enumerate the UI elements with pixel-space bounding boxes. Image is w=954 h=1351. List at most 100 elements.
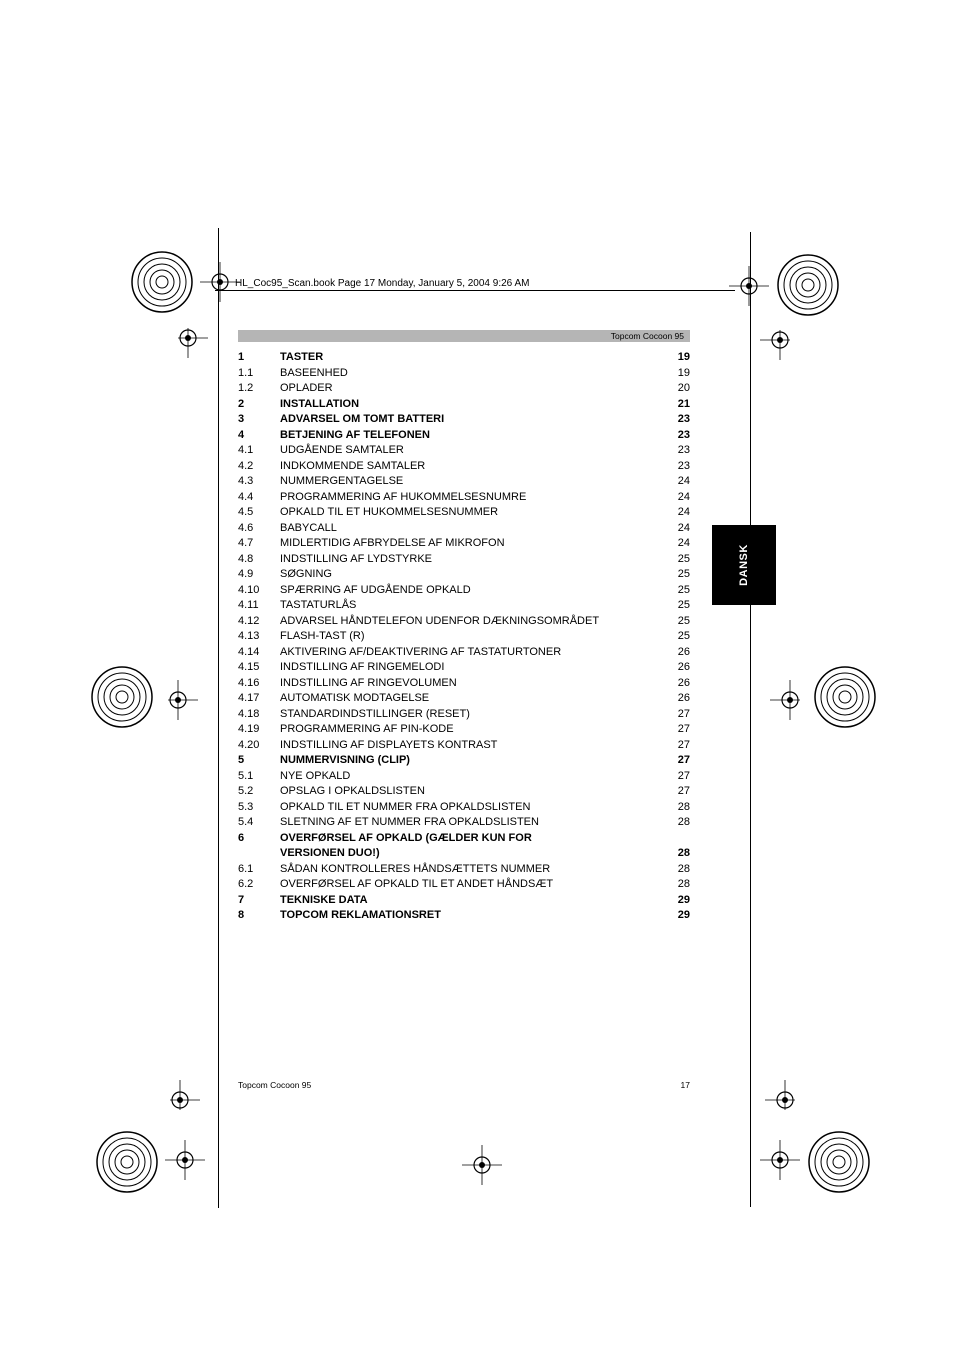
toc-page: 28: [660, 862, 690, 878]
toc-number: 4.19: [238, 722, 280, 738]
toc-number: 2: [238, 397, 280, 413]
toc-number: 5.3: [238, 800, 280, 816]
book-header: HL_Coc95_Scan.book Page 17 Monday, Janua…: [235, 278, 529, 289]
toc-row: 4.8INDSTILLING AF LYDSTYRKE25: [238, 552, 690, 568]
toc-row: 4.5OPKALD TIL ET HUKOMMELSESNUMMER24: [238, 505, 690, 521]
toc-row: 4.12ADVARSEL HÅNDTELEFON UDENFOR DÆKNING…: [238, 614, 690, 630]
toc-title: OVERFØRSEL AF OPKALD TIL ET ANDET HÅNDSÆ…: [280, 877, 660, 893]
toc-title: BABYCALL: [280, 521, 660, 537]
crop-mark: [168, 318, 208, 358]
toc-page: 26: [660, 660, 690, 676]
crop-mark: [765, 1080, 805, 1120]
toc-title: INDSTILLING AF DISPLAYETS KONTRAST: [280, 738, 660, 754]
toc-page: 28: [660, 815, 690, 831]
toc-title: PROGRAMMERING AF PIN-KODE: [280, 722, 660, 738]
toc-row: 4.17AUTOMATISK MODTAGELSE26: [238, 691, 690, 707]
toc-number: 4.18: [238, 707, 280, 723]
toc-row: 4.18STANDARDINDSTILLINGER (RESET)27: [238, 707, 690, 723]
toc-row: 1TASTER19: [238, 350, 690, 366]
toc-number: 4.4: [238, 490, 280, 506]
toc-title: SÅDAN KONTROLLERES HÅNDSÆTTETS NUMMER: [280, 862, 660, 878]
toc-row: 3ADVARSEL OM TOMT BATTERI23: [238, 412, 690, 428]
toc-page: 24: [660, 521, 690, 537]
toc-number: 4.2: [238, 459, 280, 475]
book-header-line: [215, 290, 735, 291]
toc-title: TASTATURLÅS: [280, 598, 660, 614]
toc-title: PROGRAMMERING AF HUKOMMELSESNUMRE: [280, 490, 660, 506]
table-of-contents: 1TASTER191.1BASEENHED191.2OPLADER202INST…: [238, 350, 690, 924]
toc-title: SØGNING: [280, 567, 660, 583]
toc-row: 5NUMMERVISNING (CLIP)27: [238, 753, 690, 769]
toc-title: INSTALLATION: [280, 397, 660, 413]
toc-row: 7TEKNISKE DATA29: [238, 893, 690, 909]
toc-row: 4.7MIDLERTIDIG AFBRYDELSE AF MIKROFON24: [238, 536, 690, 552]
doc-title: Topcom Cocoon 95: [611, 331, 684, 341]
toc-page: 27: [660, 784, 690, 800]
toc-row: 5.3OPKALD TIL ET NUMMER FRA OPKALDSLISTE…: [238, 800, 690, 816]
toc-row: 4.1UDGÅENDE SAMTALER23: [238, 443, 690, 459]
crop-mark: [158, 680, 198, 720]
toc-page: 21: [660, 397, 690, 413]
toc-number: 4.11: [238, 598, 280, 614]
toc-row: 4.15INDSTILLING AF RINGEMELODI26: [238, 660, 690, 676]
toc-title: NYE OPKALD: [280, 769, 660, 785]
toc-page: 27: [660, 738, 690, 754]
language-tab: DANSK: [712, 525, 776, 605]
crop-mark: [760, 320, 800, 360]
toc-page: 29: [660, 893, 690, 909]
toc-number: 4.20: [238, 738, 280, 754]
toc-page: 25: [660, 567, 690, 583]
toc-title: STANDARDINDSTILLINGER (RESET): [280, 707, 660, 723]
toc-number: 4.8: [238, 552, 280, 568]
toc-number: 4.9: [238, 567, 280, 583]
toc-page: 24: [660, 474, 690, 490]
crop-mark: [760, 1140, 800, 1180]
language-tab-label: DANSK: [738, 544, 750, 586]
crop-mark: [770, 680, 810, 720]
toc-title: NUMMERVISNING (CLIP): [280, 753, 660, 769]
reg-mark-top-right: [776, 253, 840, 317]
toc-title: ADVARSEL HÅNDTELEFON UDENFOR DÆKNINGSOMR…: [280, 614, 660, 630]
reg-mark-top-left: [130, 250, 194, 314]
toc-number: 1.2: [238, 381, 280, 397]
toc-title: INDSTILLING AF LYDSTYRKE: [280, 552, 660, 568]
toc-page: 27: [660, 707, 690, 723]
toc-number: 4.7: [238, 536, 280, 552]
toc-row: 4.3NUMMERGENTAGELSE24: [238, 474, 690, 490]
toc-title: ADVARSEL OM TOMT BATTERI: [280, 412, 660, 428]
toc-number: 4.12: [238, 614, 280, 630]
toc-row: 2INSTALLATION21: [238, 397, 690, 413]
toc-page: 20: [660, 381, 690, 397]
top-title-bar: Topcom Cocoon 95: [238, 330, 690, 342]
toc-title: SPÆRRING AF UDGÅENDE OPKALD: [280, 583, 660, 599]
toc-title: TEKNISKE DATA: [280, 893, 660, 909]
toc-number: 5.4: [238, 815, 280, 831]
toc-page: 23: [660, 443, 690, 459]
toc-title: OPKALD TIL ET NUMMER FRA OPKALDSLISTEN: [280, 800, 660, 816]
frame-line-left: [218, 228, 219, 1208]
toc-row: 6.2OVERFØRSEL AF OPKALD TIL ET ANDET HÅN…: [238, 877, 690, 893]
toc-page: 25: [660, 598, 690, 614]
toc-row: 4.4PROGRAMMERING AF HUKOMMELSESNUMRE24: [238, 490, 690, 506]
toc-row: 1.2OPLADER20: [238, 381, 690, 397]
toc-page: 28: [660, 846, 690, 862]
toc-row: 4.16INDSTILLING AF RINGEVOLUMEN26: [238, 676, 690, 692]
reg-mark-mid-left: [90, 665, 154, 729]
toc-number: 4.17: [238, 691, 280, 707]
toc-page: 23: [660, 459, 690, 475]
toc-number: 5: [238, 753, 280, 769]
toc-title: INDKOMMENDE SAMTALER: [280, 459, 660, 475]
footer-page-number: 17: [668, 1080, 690, 1090]
toc-title: INDSTILLING AF RINGEVOLUMEN: [280, 676, 660, 692]
toc-title: INDSTILLING AF RINGEMELODI: [280, 660, 660, 676]
toc-row: 4.10SPÆRRING AF UDGÅENDE OPKALD25: [238, 583, 690, 599]
toc-row: 5.2OPSLAG I OPKALDSLISTEN27: [238, 784, 690, 800]
toc-row: 4.14AKTIVERING AF/DEAKTIVERING AF TASTAT…: [238, 645, 690, 661]
toc-number: 5.2: [238, 784, 280, 800]
toc-title: TASTER: [280, 350, 660, 366]
toc-number: 4.1: [238, 443, 280, 459]
toc-number: 4: [238, 428, 280, 444]
toc-page: 28: [660, 800, 690, 816]
toc-title: TOPCOM REKLAMATIONSRET: [280, 908, 660, 924]
toc-title: FLASH-TAST (R): [280, 629, 660, 645]
